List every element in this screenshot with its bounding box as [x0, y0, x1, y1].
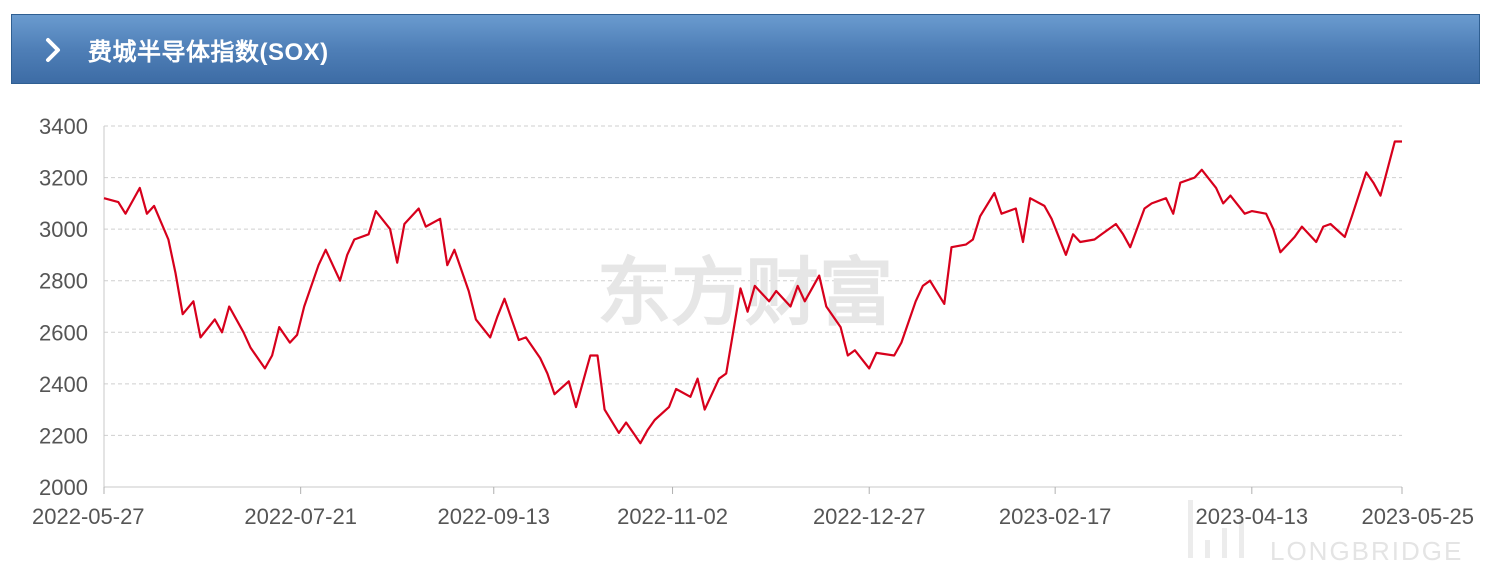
watermark-corner: LONGBRIDGE — [1188, 500, 1463, 566]
chart-title: 费城半导体指数(SOX) — [88, 39, 329, 66]
y-tick-label: 2000 — [39, 475, 88, 500]
y-tick-label: 2400 — [39, 372, 88, 397]
x-tick-label: 2023-05-25 — [1361, 504, 1474, 529]
x-tick-label: 2022-12-27 — [813, 504, 926, 529]
watermark-logo-bar — [1188, 500, 1193, 558]
series-line — [103, 140, 1402, 445]
chart-header: 费城半导体指数(SOX) — [11, 14, 1480, 84]
y-tick-label: 2800 — [39, 269, 88, 294]
x-tick-label: 2023-02-17 — [999, 504, 1112, 529]
y-tick-label: 3400 — [39, 114, 88, 139]
watermark-logo-bar — [1205, 540, 1210, 558]
y-tick-label: 3200 — [39, 166, 88, 191]
x-tick-label: 2023-04-13 — [1196, 504, 1309, 529]
x-tick-label: 2022-07-21 — [244, 504, 357, 529]
x-tick-label: 2022-09-13 — [437, 504, 550, 529]
chevron-right-icon[interactable] — [42, 37, 66, 63]
watermark-logo-bar — [1222, 528, 1227, 558]
watermark-center: 东方财富 — [597, 250, 893, 336]
y-tick-label: 3000 — [39, 217, 88, 242]
watermark-logo-bar — [1239, 518, 1244, 558]
grid-lines — [104, 125, 1402, 436]
y-tick-labels: 2000 2200 2400 2600 2800 3000 3200 3400 — [39, 114, 88, 500]
axes — [103, 126, 1403, 494]
y-tick-label: 2200 — [39, 423, 88, 448]
x-tick-labels: 2022-05-27 2022-07-21 2022-09-13 2022-11-02… — [32, 504, 1474, 529]
y-tick-label: 2600 — [39, 320, 88, 345]
x-tick-label: 2022-05-27 — [32, 504, 145, 529]
watermark-corner-text: LONGBRIDGE — [1270, 536, 1463, 566]
x-tick-label: 2022-11-02 — [617, 504, 728, 529]
